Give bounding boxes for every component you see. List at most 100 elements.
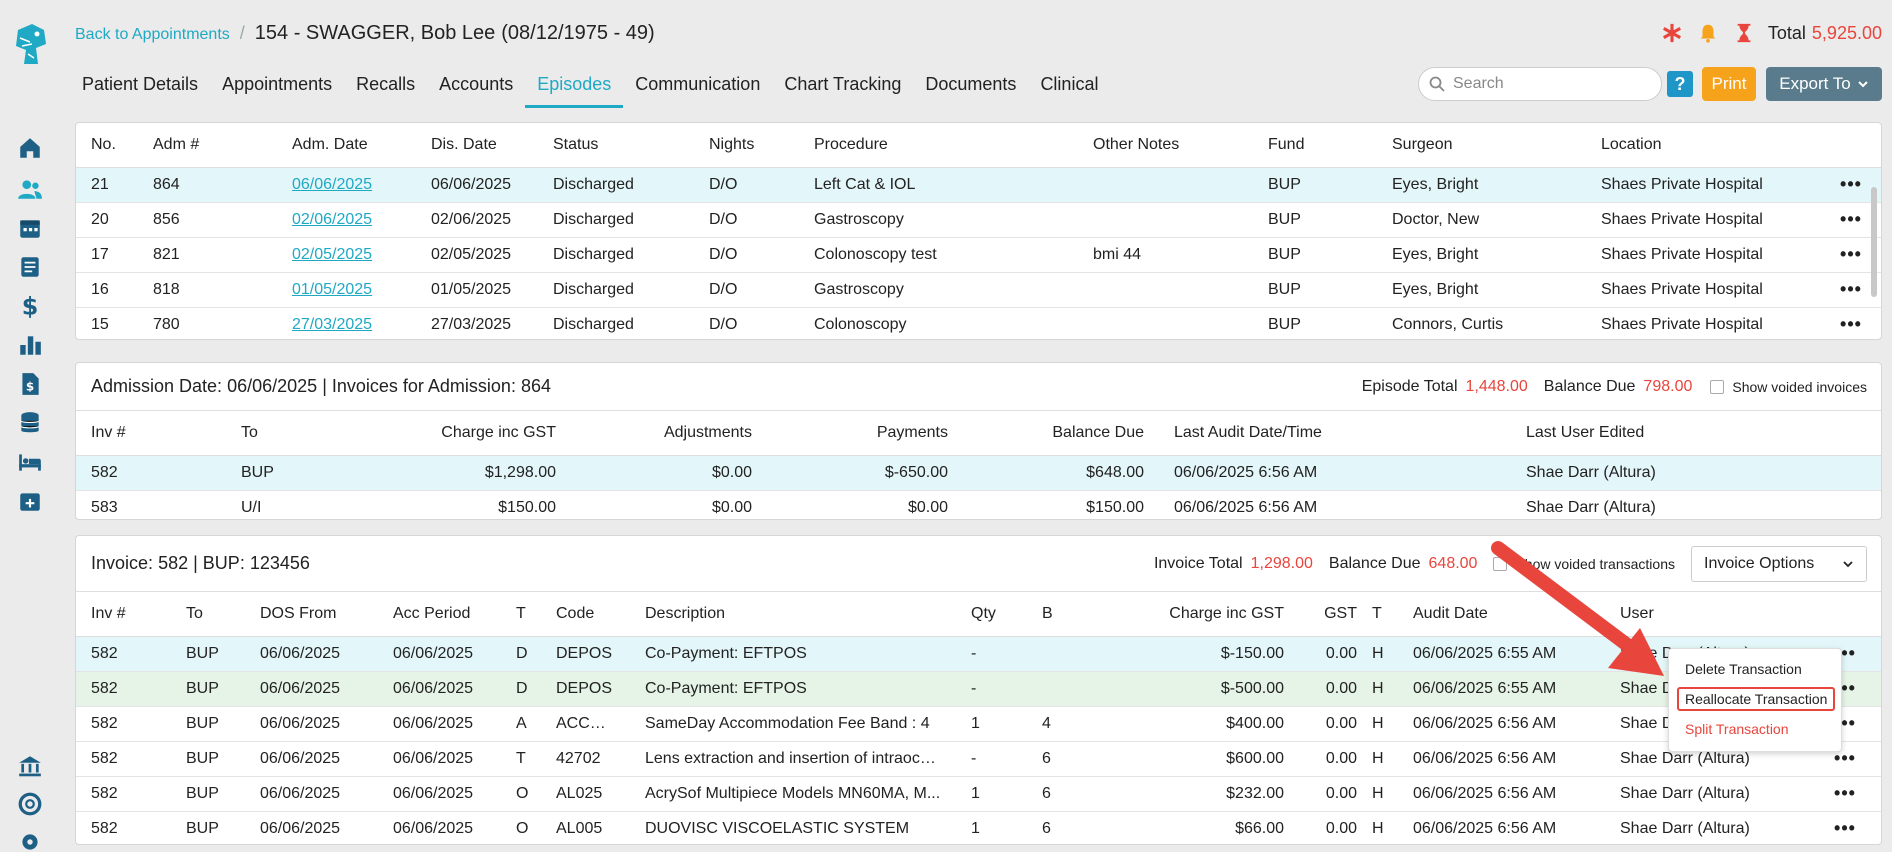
reallocate-transaction-menu-item[interactable]: Reallocate Transaction bbox=[1677, 687, 1836, 711]
adm-date-link[interactable]: 02/06/2025 bbox=[292, 210, 373, 228]
episode-row[interactable]: 16 818 01/05/2025 01/05/2025 Discharged … bbox=[76, 272, 1881, 308]
show-voided-transactions-checkbox[interactable] bbox=[1493, 556, 1508, 571]
bell-icon[interactable] bbox=[1696, 20, 1720, 46]
split-transaction-menu-item[interactable]: Split Transaction bbox=[1685, 721, 1789, 737]
col-audit-date[interactable]: Audit Date bbox=[1398, 592, 1605, 637]
bed-icon[interactable] bbox=[16, 448, 44, 476]
col-to[interactable]: To bbox=[171, 592, 245, 637]
support-icon[interactable] bbox=[16, 790, 44, 818]
patients-icon[interactable] bbox=[16, 175, 44, 203]
settings-gear-icon[interactable] bbox=[16, 828, 44, 852]
col-procedure[interactable]: Procedure bbox=[799, 123, 1078, 168]
bank-icon[interactable] bbox=[16, 752, 44, 780]
search-box[interactable] bbox=[1418, 67, 1662, 101]
col-user[interactable]: User bbox=[1605, 592, 1809, 637]
col-status[interactable]: Status bbox=[538, 123, 694, 168]
episode-row[interactable]: 17 821 02/05/2025 02/05/2025 Discharged … bbox=[76, 237, 1881, 273]
col-last-user[interactable]: Last User Edited bbox=[1511, 411, 1881, 456]
tab-clinical[interactable]: Clinical bbox=[1040, 74, 1099, 94]
invoice-icon[interactable]: $ bbox=[16, 370, 44, 398]
col-tax-type[interactable]: T bbox=[1372, 592, 1398, 637]
scrollbar-thumb[interactable] bbox=[1871, 187, 1877, 297]
tab-accounts[interactable]: Accounts bbox=[439, 74, 514, 94]
show-voided-transactions-label[interactable]: Show voided transactions bbox=[1515, 555, 1675, 572]
bar-chart-icon[interactable] bbox=[16, 331, 44, 359]
col-gst[interactable]: GST bbox=[1299, 592, 1372, 637]
delete-transaction-menu-item[interactable]: Delete Transaction bbox=[1685, 661, 1802, 677]
tab-communication[interactable]: Communication bbox=[635, 74, 761, 94]
col-charge-inc-gst[interactable]: Charge inc GST bbox=[396, 411, 571, 456]
col-acc-period[interactable]: Acc Period bbox=[378, 592, 516, 637]
col-dis-date[interactable]: Dis. Date bbox=[416, 123, 538, 168]
tab-patient-details[interactable]: Patient Details bbox=[82, 74, 199, 94]
print-button[interactable]: Print bbox=[1702, 67, 1756, 101]
col-last-audit[interactable]: Last Audit Date/Time bbox=[1159, 411, 1511, 456]
row-menu-button[interactable]: ••• bbox=[1809, 776, 1881, 812]
col-other-notes[interactable]: Other Notes bbox=[1078, 123, 1253, 168]
row-menu-button[interactable]: ••• bbox=[1819, 167, 1881, 203]
invoice-row[interactable]: 583 U/I $150.00 $0.00 $0.00 $150.00 06/0… bbox=[76, 490, 1881, 519]
adm-date-link[interactable]: 27/03/2025 bbox=[292, 315, 373, 333]
adm-date-link[interactable]: 06/06/2025 bbox=[292, 175, 373, 193]
row-menu-button[interactable]: ••• bbox=[1819, 237, 1881, 273]
col-charge-inc-gst[interactable]: Charge inc GST bbox=[1082, 592, 1299, 637]
calendar-icon[interactable] bbox=[16, 214, 44, 242]
transaction-row[interactable]: 582 BUP 06/06/2025 06/06/2025 D DEPOS Co… bbox=[76, 636, 1881, 672]
help-button[interactable]: ? bbox=[1667, 71, 1693, 97]
col-balance-due[interactable]: Balance Due bbox=[963, 411, 1159, 456]
show-voided-invoices-checkbox[interactable] bbox=[1710, 379, 1725, 394]
home-icon[interactable] bbox=[16, 134, 44, 162]
col-location[interactable]: Location bbox=[1586, 123, 1819, 168]
database-icon[interactable] bbox=[16, 409, 44, 437]
tab-documents[interactable]: Documents bbox=[925, 74, 1017, 94]
back-to-appointments-link[interactable]: Back to Appointments bbox=[75, 26, 230, 43]
transaction-row[interactable]: 582 BUP 06/06/2025 06/06/2025 T 42702 Le… bbox=[76, 741, 1881, 777]
hourglass-icon[interactable] bbox=[1732, 20, 1756, 46]
episode-row[interactable]: 21 864 06/06/2025 06/06/2025 Discharged … bbox=[76, 167, 1881, 203]
col-qty[interactable]: Qty bbox=[956, 592, 1027, 637]
tab-chart-tracking[interactable]: Chart Tracking bbox=[784, 74, 902, 94]
show-voided-invoices-label[interactable]: Show voided invoices bbox=[1732, 378, 1867, 395]
episode-row[interactable]: 15 780 27/03/2025 27/03/2025 Discharged … bbox=[76, 307, 1881, 339]
transaction-row[interactable]: 582 BUP 06/06/2025 06/06/2025 A ACCOM Sa… bbox=[76, 706, 1881, 742]
adm-date-link[interactable]: 01/05/2025 bbox=[292, 280, 373, 298]
dollar-icon[interactable]: $ bbox=[16, 292, 44, 320]
row-menu-button[interactable]: ••• bbox=[1809, 811, 1881, 844]
tab-episodes[interactable]: Episodes bbox=[525, 66, 624, 108]
col-adm-date[interactable]: Adm. Date bbox=[277, 123, 416, 168]
app-logo-icon[interactable] bbox=[10, 20, 50, 70]
export-button[interactable]: Export To bbox=[1766, 67, 1882, 101]
col-adjustments[interactable]: Adjustments bbox=[571, 411, 767, 456]
row-menu-button[interactable]: ••• bbox=[1819, 272, 1881, 308]
col-fund[interactable]: Fund bbox=[1253, 123, 1377, 168]
col-to[interactable]: To bbox=[226, 411, 396, 456]
calendar-plus-icon[interactable] bbox=[16, 487, 44, 515]
invoice-row[interactable]: 582 BUP $1,298.00 $0.00 $-650.00 $648.00… bbox=[76, 455, 1881, 491]
adm-date-link[interactable]: 02/05/2025 bbox=[292, 245, 373, 263]
row-menu-button[interactable]: ••• bbox=[1819, 307, 1881, 339]
list-icon[interactable] bbox=[16, 253, 44, 281]
col-b[interactable]: B bbox=[1027, 592, 1082, 637]
col-nights[interactable]: Nights bbox=[694, 123, 799, 168]
col-dos-from[interactable]: DOS From bbox=[245, 592, 378, 637]
transaction-row[interactable]: 582 BUP 06/06/2025 06/06/2025 O AL025 Ac… bbox=[76, 776, 1881, 812]
col-type[interactable]: T bbox=[516, 592, 541, 637]
asterisk-alert-icon[interactable] bbox=[1660, 20, 1684, 46]
col-no[interactable]: No. bbox=[76, 123, 138, 168]
invoice-options-select[interactable]: Invoice Options bbox=[1691, 545, 1867, 582]
tab-appointments[interactable]: Appointments bbox=[222, 74, 333, 94]
search-input[interactable] bbox=[1453, 75, 1643, 93]
transaction-row[interactable]: 582 BUP 06/06/2025 06/06/2025 D DEPOS Co… bbox=[76, 671, 1881, 707]
col-inv-number[interactable]: Inv # bbox=[76, 592, 171, 637]
col-payments[interactable]: Payments bbox=[767, 411, 963, 456]
tab-recalls[interactable]: Recalls bbox=[356, 74, 416, 94]
col-adm-number[interactable]: Adm # bbox=[138, 123, 277, 168]
col-surgeon[interactable]: Surgeon bbox=[1377, 123, 1586, 168]
col-description[interactable]: Description bbox=[630, 592, 956, 637]
episodes-scrollbar[interactable] bbox=[1871, 183, 1879, 339]
row-menu-button[interactable]: ••• bbox=[1819, 202, 1881, 238]
transaction-row[interactable]: 582 BUP 06/06/2025 06/06/2025 O AL005 DU… bbox=[76, 811, 1881, 844]
episode-row[interactable]: 20 856 02/06/2025 02/06/2025 Discharged … bbox=[76, 202, 1881, 238]
col-inv-number[interactable]: Inv # bbox=[76, 411, 226, 456]
col-code[interactable]: Code bbox=[541, 592, 630, 637]
